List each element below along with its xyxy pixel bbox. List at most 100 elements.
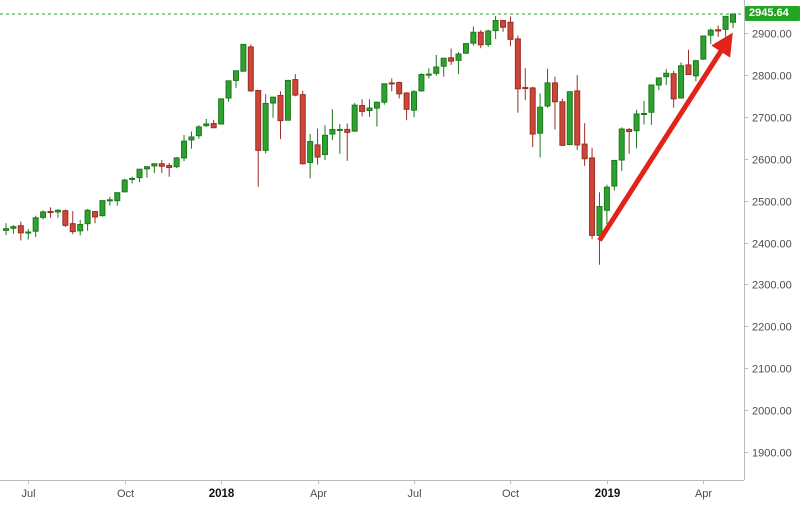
candle-body — [707, 29, 714, 36]
candle-body — [166, 164, 173, 169]
candle-body — [158, 163, 165, 167]
candle-body — [603, 186, 610, 211]
candle-body — [566, 91, 573, 146]
candle-body — [240, 43, 247, 72]
x-axis-tick-label: Apr — [695, 488, 712, 500]
candle-body — [529, 87, 536, 135]
candle-body — [462, 43, 469, 54]
candle-body — [195, 126, 202, 137]
candle-body — [99, 200, 106, 217]
candle-body — [92, 211, 99, 218]
candle-body — [299, 94, 306, 165]
candle-body — [433, 66, 440, 74]
candle-body — [10, 226, 17, 229]
candle-body — [411, 91, 418, 111]
candle-body — [307, 141, 314, 164]
candle-body — [507, 21, 514, 40]
candle-body — [373, 101, 380, 109]
candle-body — [477, 31, 484, 46]
candle-body — [270, 96, 277, 104]
candle-body — [692, 60, 699, 77]
candle-body — [54, 209, 61, 213]
candle-body — [655, 77, 662, 86]
candle-body — [121, 179, 128, 193]
last-price-value: 2945.64 — [749, 7, 789, 20]
candle-body — [84, 209, 91, 225]
candle-body — [359, 105, 366, 112]
candle-body — [40, 211, 47, 218]
candle-body — [69, 223, 76, 233]
x-axis-tick-label: Jul — [407, 488, 421, 500]
candle-body — [559, 101, 566, 146]
y-axis-tick-label: 2000.00 — [752, 406, 792, 418]
candle-body — [210, 123, 217, 129]
candle-body — [640, 113, 647, 116]
candle-body — [62, 210, 69, 226]
candle-body — [129, 177, 136, 180]
candle-body — [292, 79, 299, 96]
x-axis-tick-label: 2018 — [209, 488, 235, 500]
candle-body — [544, 82, 551, 107]
candle-body — [396, 82, 403, 95]
candle-body — [403, 92, 410, 110]
candle-body — [188, 136, 195, 141]
candle-body — [440, 57, 447, 67]
candle-body — [314, 144, 321, 158]
candle-body — [574, 90, 581, 146]
candle-body — [611, 159, 618, 187]
x-axis-tick-label: Oct — [502, 488, 519, 500]
candle-body — [366, 107, 373, 112]
candle-body — [685, 64, 692, 76]
candle-body — [143, 166, 150, 170]
candle-body — [551, 82, 558, 103]
last-price-label: 2945.64 — [745, 6, 800, 22]
candle-body — [277, 94, 284, 122]
candle-body — [47, 211, 54, 214]
candle-body — [336, 128, 343, 131]
y-axis-tick-label: 2200.00 — [752, 322, 792, 334]
candle-body — [218, 98, 225, 125]
candle-body — [181, 140, 188, 159]
candle-body — [329, 128, 336, 135]
candle-body — [284, 79, 291, 121]
candle-body — [663, 72, 670, 78]
x-axis-tick-label: Oct — [117, 488, 134, 500]
candle-body — [455, 53, 462, 61]
candle-body — [232, 70, 239, 81]
y-axis-tick-label: 2900.00 — [752, 29, 792, 41]
candle-body — [32, 217, 39, 232]
candle-body — [114, 192, 121, 202]
y-axis-tick-label: 2100.00 — [752, 364, 792, 376]
candle-body — [722, 15, 729, 30]
candle-body — [589, 157, 596, 236]
y-axis-tick-label: 2800.00 — [752, 71, 792, 83]
candle-body — [262, 102, 269, 151]
candle-body — [425, 73, 432, 76]
candle-body — [351, 104, 358, 132]
candle-body — [514, 38, 521, 90]
candle-body — [136, 168, 143, 179]
candle-body — [581, 143, 588, 160]
y-axis-tick-label: 2400.00 — [752, 239, 792, 251]
x-axis-tick-label: Apr — [310, 488, 327, 500]
y-axis-tick-label: 2300.00 — [752, 280, 792, 292]
candle-body — [388, 82, 395, 85]
candle-body — [715, 29, 722, 32]
candle-body — [670, 73, 677, 100]
trend-arrow-annotation — [597, 32, 733, 242]
y-axis-tick-label: 2700.00 — [752, 113, 792, 125]
candle-body — [730, 13, 736, 23]
candle-body — [321, 134, 328, 156]
x-axis-tick-label: 2019 — [595, 488, 621, 500]
candle-body — [106, 199, 113, 202]
candle-body — [17, 225, 24, 234]
axes: 2900.00 2800.00 2700.00 2600.00 2500.00 2400.… — [0, 0, 792, 500]
candle-body — [247, 46, 254, 92]
candle-body — [173, 157, 180, 168]
candle-body — [77, 224, 84, 232]
candle-body — [418, 74, 425, 92]
candle-body — [485, 30, 492, 45]
candle-body — [522, 87, 529, 90]
